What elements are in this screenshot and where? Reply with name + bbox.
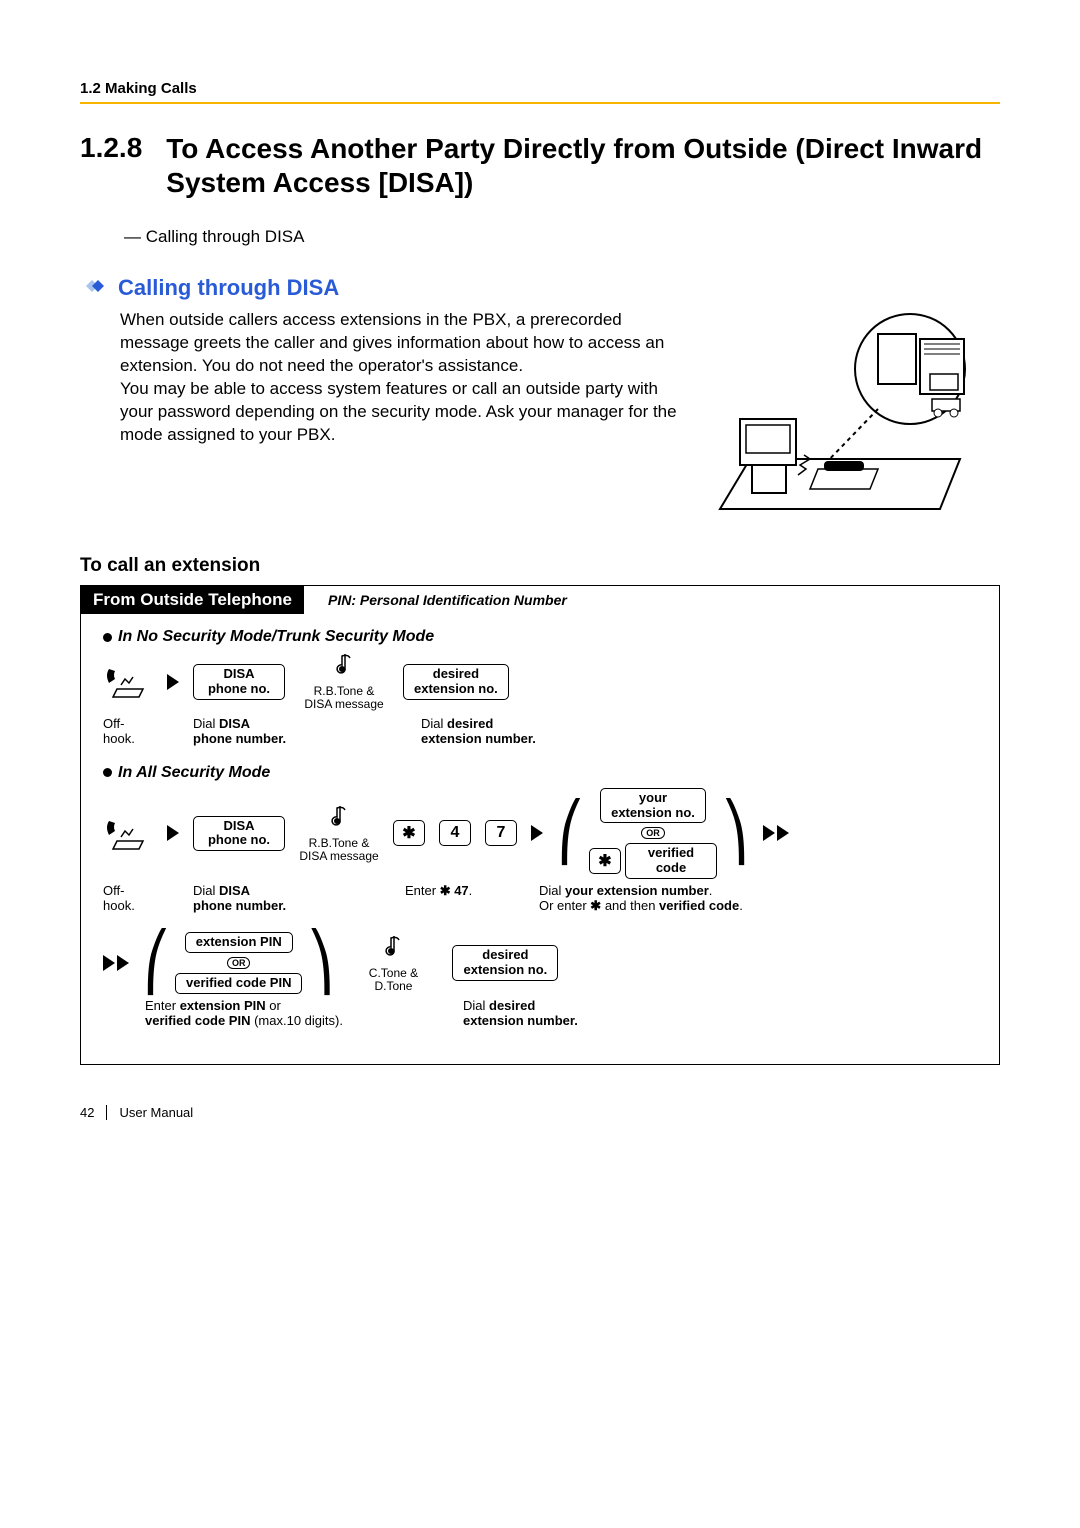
- footer: 42 User Manual: [80, 1105, 1000, 1120]
- verified-code-box: verified code: [625, 843, 717, 879]
- dial-desired-2: extension number.: [421, 731, 536, 746]
- section-number: 1.2.8: [80, 132, 142, 164]
- verified-pin-box: verified code PIN: [175, 973, 302, 994]
- rbtone-note2: R.B.Tone & DISA message: [299, 837, 378, 863]
- procedure-tab: From Outside Telephone: [81, 586, 304, 614]
- subheading-row: Calling through DISA: [80, 275, 1000, 301]
- disa-phone-box2: DISA phone no.: [193, 816, 285, 852]
- dial-desired2-2: extension number.: [463, 1013, 578, 1028]
- double-arrow-icon: [103, 955, 129, 971]
- curly-left-icon: ⎛: [143, 944, 171, 983]
- mode2-title: In All Security Mode: [118, 764, 270, 782]
- offhook-icon: [103, 659, 153, 704]
- or-pill: OR: [641, 827, 665, 839]
- breadcrumb: 1.2 Making Calls: [80, 80, 197, 97]
- bullet-icon: [103, 768, 112, 777]
- section-title-row: 1.2.8 To Access Another Party Directly f…: [80, 132, 1000, 199]
- dial-your-caption: Dial your extension number.: [539, 883, 712, 898]
- dial-disa-1: Dial DISA: [193, 716, 250, 731]
- or-pill2: OR: [227, 957, 251, 969]
- paragraph-1: When outside callers access extensions i…: [120, 309, 680, 378]
- ctone-note: C.Tone & D.Tone: [369, 967, 418, 993]
- toc-item: — Calling through DISA: [124, 227, 1000, 247]
- paragraph-2: You may be able to access system feature…: [120, 378, 680, 447]
- key-star: ✱: [393, 820, 425, 846]
- section-title: To Access Another Party Directly from Ou…: [166, 132, 1000, 199]
- rbtone-note: R.B.Tone & DISA message: [304, 685, 383, 711]
- music-note-icon: [383, 934, 403, 963]
- arrow-icon: [531, 825, 543, 841]
- mode1-title: In No Security Mode/Trunk Security Mode: [118, 628, 434, 646]
- dial-disa-2: phone number.: [193, 731, 286, 746]
- arrow-icon: [167, 825, 179, 841]
- double-arrow-icon: [763, 825, 789, 841]
- disa-phone-box: DISA phone no.: [193, 664, 285, 700]
- your-ext-box: your extension no.: [600, 788, 706, 824]
- curly-left-icon: ⎛: [557, 814, 585, 853]
- page-number: 42: [80, 1105, 107, 1120]
- enter-pin-caption: Enter extension PIN or verified code PIN…: [145, 998, 345, 1028]
- body-copy: When outside callers access extensions i…: [80, 309, 680, 447]
- pin-choice-group: ⎛ extension PIN OR verified code PIN ⎞: [143, 932, 334, 994]
- offhook-caption2: Off-hook.: [103, 883, 153, 914]
- dial-disa2-1: Dial DISA: [193, 883, 250, 898]
- procedure-box: From Outside Telephone PIN: Personal Ide…: [80, 585, 1000, 1065]
- desired-ext-box: desired extension no.: [403, 664, 509, 700]
- pin-note: PIN: Personal Identification Number: [304, 592, 567, 608]
- curly-right-icon: ⎞: [306, 944, 334, 983]
- desired-ext-box2: desired extension no.: [452, 945, 558, 981]
- music-note-icon: [334, 652, 354, 681]
- mode2-title-row: In All Security Mode: [103, 764, 977, 782]
- dial-disa2-2: phone number.: [193, 898, 286, 913]
- footer-label: User Manual: [119, 1105, 193, 1120]
- key-star2: ✱: [589, 848, 621, 874]
- key-4: 4: [439, 820, 471, 846]
- bullet-icon: [103, 633, 112, 642]
- ext-pin-box: extension PIN: [185, 932, 293, 953]
- arrow-icon: [167, 674, 179, 690]
- or-enter-caption: Or enter ✱ and then verified code.: [539, 898, 743, 913]
- subsection-title: To call an extension: [80, 555, 1000, 577]
- offhook-icon: [103, 811, 153, 856]
- enter47-caption: Enter ✱ 47.: [405, 883, 525, 914]
- choice-group: ⎛ your extension no. OR ✱ verified code …: [557, 788, 749, 880]
- key-7: 7: [485, 820, 517, 846]
- offhook-caption: Off-hook.: [103, 716, 153, 746]
- header-rule: 1.2 Making Calls: [80, 80, 1000, 104]
- curly-right-icon: ⎞: [721, 814, 749, 853]
- illustration-disa: [700, 309, 1000, 519]
- dial-desired2-1: Dial desired: [463, 998, 535, 1013]
- dial-desired-1: Dial desired: [421, 716, 493, 731]
- diamond-icon: [80, 277, 108, 300]
- music-note-icon: [329, 804, 349, 833]
- mode1-title-row: In No Security Mode/Trunk Security Mode: [103, 628, 977, 646]
- subheading: Calling through DISA: [118, 275, 339, 301]
